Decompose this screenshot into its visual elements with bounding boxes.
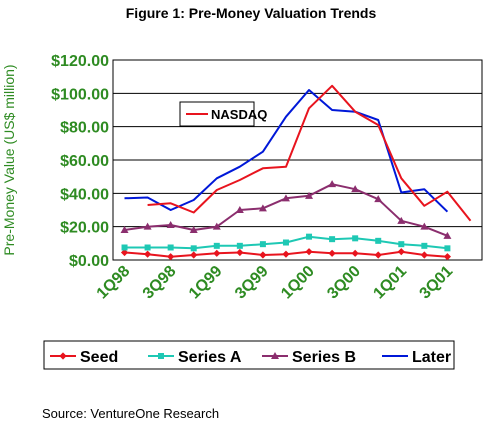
data-point-series-a xyxy=(259,241,266,248)
x-tick-label: 1Q01 xyxy=(370,263,410,303)
y-axis-label: Pre-Money Value (US$ million) xyxy=(1,64,17,255)
series-series-a xyxy=(121,233,451,252)
data-point-seed xyxy=(282,250,290,258)
data-point-seed xyxy=(143,250,152,258)
x-tick-label: 1Q00 xyxy=(278,263,318,303)
data-point-series-a xyxy=(329,236,336,243)
source-note: Source: VentureOne Research xyxy=(42,406,219,421)
data-point-series-b xyxy=(328,180,337,188)
legend-item-series-b: Series B xyxy=(262,349,356,366)
data-point-series-b xyxy=(443,231,452,239)
y-tick-label: $20.00 xyxy=(60,220,109,237)
data-point-seed xyxy=(420,251,428,259)
data-point-series-a xyxy=(236,242,243,249)
x-tick-label: 3Q01 xyxy=(417,263,457,303)
legend: Seed Series A Series B Later xyxy=(43,340,455,370)
data-point-seed xyxy=(259,251,267,259)
data-point-seed xyxy=(305,248,313,256)
series-series-b xyxy=(120,180,452,239)
data-point-seed xyxy=(328,249,336,257)
data-point-seed xyxy=(190,251,198,259)
y-tick-label: $100.00 xyxy=(51,86,109,103)
data-point-series-b xyxy=(374,195,383,203)
x-tick-label: 3Q98 xyxy=(140,263,180,303)
data-point-series-b xyxy=(166,221,175,228)
data-point-series-b xyxy=(305,191,314,199)
data-point-series-a xyxy=(213,242,220,249)
y-tick-label: $80.00 xyxy=(60,120,109,137)
x-tick-label: 1Q99 xyxy=(186,263,226,303)
legend-item-seed: Seed xyxy=(50,349,118,366)
x-tick-label: 3Q00 xyxy=(324,263,364,303)
chart-title: Figure 1: Pre-Money Valuation Trends xyxy=(126,5,377,21)
data-point-seed xyxy=(397,248,405,256)
data-point-series-b xyxy=(189,226,198,233)
legend-marker-seed xyxy=(59,352,67,360)
data-point-series-b xyxy=(258,204,267,212)
data-point-series-b xyxy=(212,222,221,230)
series-seed xyxy=(120,248,452,261)
data-point-series-a xyxy=(444,245,451,252)
data-point-series-a xyxy=(306,233,313,240)
data-point-series-b xyxy=(143,222,152,230)
data-point-series-a xyxy=(144,244,151,251)
data-point-series-b xyxy=(351,185,360,193)
data-point-seed xyxy=(167,253,175,261)
x-tick-label: 3Q99 xyxy=(232,263,272,303)
series-line-nasdaq xyxy=(147,84,472,222)
y-tick-label: $40.00 xyxy=(60,186,109,203)
data-point-seed xyxy=(120,248,129,257)
data-point-seed xyxy=(443,253,452,261)
series-nasdaq xyxy=(147,84,472,222)
x-axis-ticks: 1Q98 3Q98 1Q99 3Q99 1Q00 3Q00 1Q01 3Q01 xyxy=(94,263,457,303)
data-point-series-a xyxy=(352,235,359,242)
data-point-series-b xyxy=(235,206,244,213)
legend-label-series-b: Series B xyxy=(292,349,356,366)
data-point-series-b xyxy=(281,194,290,202)
data-point-series-a xyxy=(398,241,405,248)
y-tick-label: $60.00 xyxy=(60,153,109,170)
legend-item-later: Later xyxy=(382,349,451,366)
legend-label-seed: Seed xyxy=(80,349,118,366)
y-axis-ticks: $0.00 $20.00 $40.00 $60.00 $80.00 $100.00 $120… xyxy=(51,53,109,270)
legend-label-series-a: Series A xyxy=(178,349,242,366)
data-point-series-a xyxy=(421,242,428,249)
data-point-series-a xyxy=(375,237,382,244)
data-point-series-b xyxy=(120,226,129,233)
data-point-seed xyxy=(351,249,359,257)
series-layer xyxy=(120,84,472,261)
data-point-series-b xyxy=(420,222,429,230)
legend-item-series-a: Series A xyxy=(148,349,242,366)
y-tick-label: $0.00 xyxy=(69,253,109,270)
data-point-series-a xyxy=(190,245,197,252)
data-point-seed xyxy=(374,251,382,259)
nasdaq-annotation: NASDAQ xyxy=(179,101,267,127)
data-point-series-b xyxy=(397,216,406,224)
legend-marker-series-b xyxy=(271,352,279,359)
legend-label-later: Later xyxy=(412,349,451,366)
data-point-seed xyxy=(213,249,221,257)
data-point-series-a xyxy=(167,244,174,251)
data-point-series-a xyxy=(282,239,289,246)
data-point-series-a xyxy=(121,244,128,251)
data-point-seed xyxy=(236,248,244,257)
y-tick-label: $120.00 xyxy=(51,53,109,70)
nasdaq-annotation-label: NASDAQ xyxy=(211,107,267,122)
legend-marker-series-a xyxy=(158,353,164,359)
